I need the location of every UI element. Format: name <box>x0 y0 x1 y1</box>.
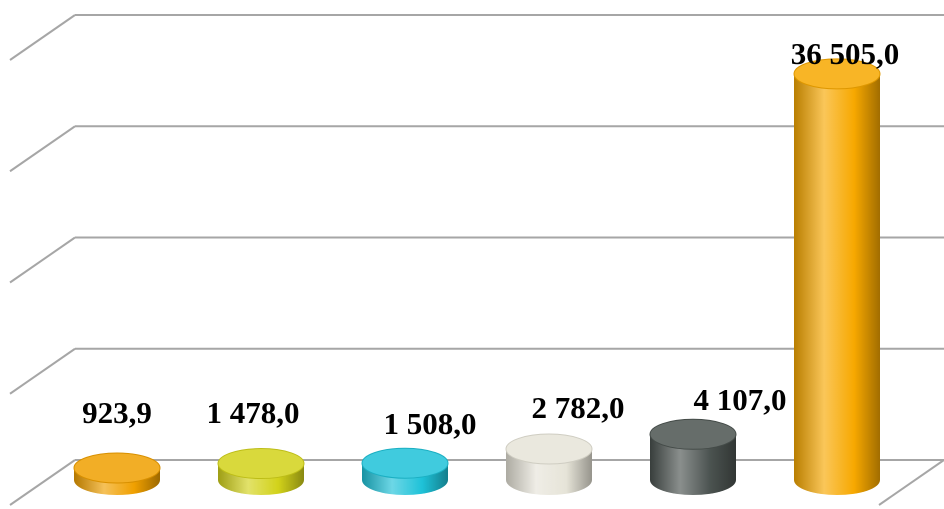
bar-top <box>361 447 449 479</box>
gridline-side <box>9 347 76 395</box>
bar-6 <box>793 58 881 496</box>
bar-2 <box>217 448 305 495</box>
bar-top <box>649 418 737 450</box>
gridline-side <box>9 459 76 506</box>
gridline-side <box>9 125 76 173</box>
bar-body <box>794 73 880 496</box>
gridline-side <box>9 236 76 284</box>
bar-1 <box>73 452 161 495</box>
bar-top <box>217 448 305 480</box>
gridlines <box>9 14 944 506</box>
bar-top <box>793 58 881 90</box>
floor-edge <box>878 459 944 506</box>
data-label: 1 478,0 <box>207 395 300 430</box>
data-label: 923,9 <box>82 395 152 430</box>
bar-4 <box>505 433 593 495</box>
data-label: 1 508,0 <box>384 406 477 441</box>
data-label: 36 505,0 <box>791 36 900 71</box>
bar-top <box>505 433 593 465</box>
gridline-side <box>9 14 76 61</box>
bar-top <box>73 452 161 484</box>
bar-body <box>650 434 736 495</box>
bar-5 <box>649 418 737 495</box>
data-label: 4 107,0 <box>694 382 787 417</box>
data-label: 2 782,0 <box>532 390 625 425</box>
data-labels: 923,9 1 478,0 1 508,0 2 782,0 4 107,0 36 505,… <box>82 36 899 441</box>
bar-series <box>73 58 881 496</box>
bar-3 <box>361 447 449 495</box>
